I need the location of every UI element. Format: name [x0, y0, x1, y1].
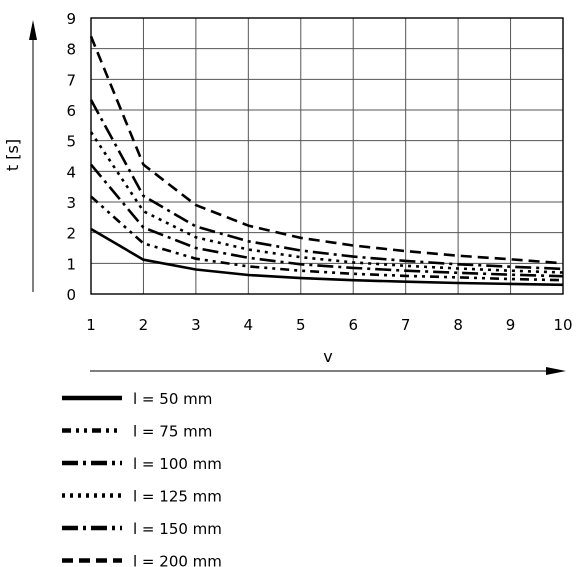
- x-tick-label: 1: [86, 316, 96, 334]
- legend-label: l = 100 mm: [133, 455, 222, 473]
- y-tick-label: 7: [66, 71, 76, 89]
- series-line-2: [90, 195, 564, 282]
- y-tick-label: 4: [66, 163, 76, 181]
- y-tick-label: 1: [66, 255, 76, 273]
- x-tick-label: 6: [348, 316, 358, 334]
- series-line-6: [89, 35, 564, 265]
- y-axis-label: t [s]: [3, 139, 22, 171]
- y-tick-label: 0: [66, 286, 76, 304]
- x-tick-label: 10: [553, 316, 572, 334]
- legend-label: l = 200 mm: [133, 553, 222, 567]
- y-tick-label: 3: [66, 194, 76, 212]
- x-tick-label: 4: [244, 316, 254, 334]
- y-axis-arrow: [29, 20, 37, 292]
- x-tick-label: 7: [401, 316, 411, 334]
- x-axis-label: v: [323, 347, 332, 366]
- x-tick-label: 3: [191, 316, 201, 334]
- x-axis-arrow: [90, 367, 566, 375]
- legend-label: l = 125 mm: [133, 488, 222, 506]
- x-tick-label: 5: [296, 316, 306, 334]
- x-tick-label: 8: [453, 316, 463, 334]
- series-line-5: [89, 99, 564, 271]
- series-line-1: [90, 227, 564, 287]
- legend-label: l = 75 mm: [133, 423, 212, 441]
- x-tick-label: 2: [139, 316, 149, 334]
- series-lines: [89, 35, 564, 287]
- legend-label: l = 150 mm: [133, 520, 222, 538]
- y-tick-label: 2: [66, 225, 76, 243]
- plot-frame: [90, 17, 564, 295]
- series-line-3: [90, 163, 564, 278]
- legend: l = 50 mm l = 75 mm l = 100 mm l = 125 mm l …: [62, 390, 222, 567]
- x-tick-label: 9: [506, 316, 516, 334]
- y-tick-label: 9: [66, 10, 76, 28]
- y-tick-label: 5: [66, 133, 76, 151]
- y-tick-label: 6: [66, 102, 76, 120]
- legend-label: l = 50 mm: [133, 390, 212, 408]
- y-tick-label: 8: [66, 41, 76, 59]
